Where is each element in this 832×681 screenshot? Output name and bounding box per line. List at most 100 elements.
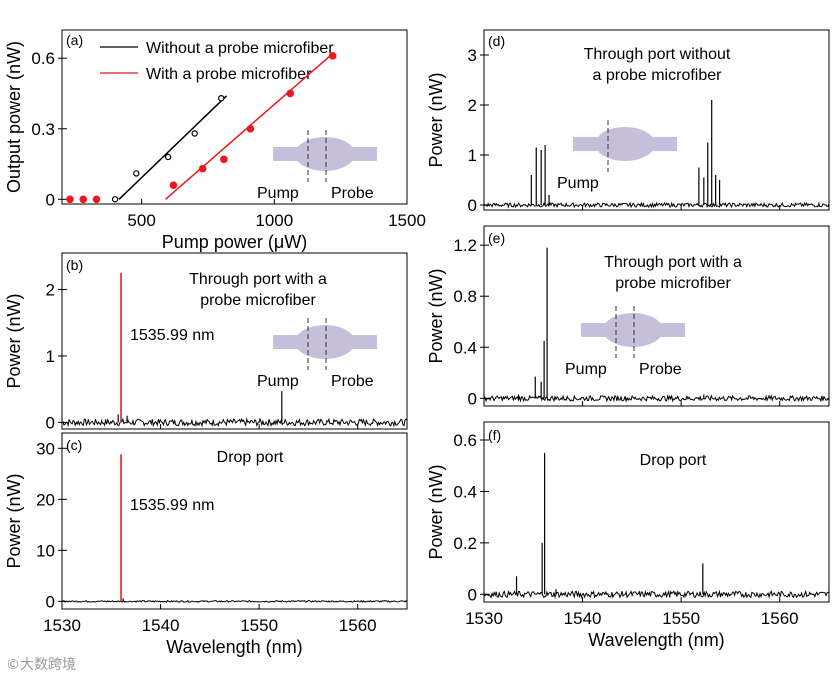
panel-letter: (c) xyxy=(66,437,82,453)
y-axis-title: Power (nW) xyxy=(426,72,446,167)
panel-title: probe microfiber xyxy=(615,275,731,292)
data-point xyxy=(218,94,225,102)
axes-frame xyxy=(483,421,830,603)
legend-label: With a probe microfiber xyxy=(146,66,312,83)
y-tick-label: 0 xyxy=(468,585,477,604)
data-point xyxy=(328,52,337,60)
axes-frame xyxy=(61,432,408,610)
y-tick-label: 0.6 xyxy=(31,49,55,68)
y-tick-label: 0.6 xyxy=(453,431,477,450)
axes-frame xyxy=(483,225,830,407)
pump-label: Pump xyxy=(257,185,299,202)
panel-b: 0 1 2 Power (nW) (b) Through port with a probe… xyxy=(4,252,408,432)
probe-label: Probe xyxy=(639,361,682,378)
panel-title: Drop port xyxy=(640,452,707,469)
panel-title: Through port with a xyxy=(604,254,742,271)
y-axis-title: Power (nW) xyxy=(4,473,24,568)
panel-letter: (f) xyxy=(488,427,501,443)
panel-title: Through port without xyxy=(584,46,731,63)
y-axis-title: Power (nW) xyxy=(426,464,446,559)
y-tick-label: 0.4 xyxy=(453,482,477,501)
axes-frame xyxy=(483,29,830,211)
y-tick-label: 10 xyxy=(36,541,55,560)
y-tick-label: 30 xyxy=(36,439,55,458)
panel-c: 0 10 20 30 1530 1540 1550 1560 Power (nW) Wavelen… xyxy=(4,432,408,657)
series-with-a-probe-microfiber xyxy=(66,52,337,204)
data-point xyxy=(198,164,207,173)
panel-letter: (b) xyxy=(66,257,83,273)
x-axis-title: Pump power (μW) xyxy=(162,232,307,252)
panel-title: Drop port xyxy=(217,449,284,466)
panel-e: 0 0.4 0.8 1.2 Power (nW) (e) Through port with… xyxy=(426,225,830,408)
x-axis-title: Wavelength (nm) xyxy=(588,630,724,650)
panel-f: 0 0.2 0.4 0.6 1530 1540 1550 1560 Power (nW) Wave… xyxy=(426,421,830,650)
wavelength-annotation: 1535.99 nm xyxy=(130,497,215,514)
panel-title: a probe microfiber xyxy=(593,67,723,84)
y-tick-label: 0 xyxy=(46,413,55,432)
x-tick-label: 1560 xyxy=(339,616,377,635)
y-tick-label: 1 xyxy=(468,146,477,165)
y-tick-label: 0.8 xyxy=(453,287,477,306)
x-axis-title: Wavelength (nm) xyxy=(166,637,302,657)
data-point xyxy=(220,155,228,164)
y-tick-label: 3 xyxy=(468,46,477,65)
x-tick-label: 1500 xyxy=(388,211,426,230)
inset-schematic: Probe Pump xyxy=(257,130,377,202)
panel-title: Through port with a xyxy=(189,271,327,288)
x-tick-label: 1550 xyxy=(662,609,700,628)
data-point xyxy=(246,124,255,133)
data-point xyxy=(191,130,198,137)
spectrum-baseline xyxy=(483,589,830,599)
x-tick-label: 500 xyxy=(127,211,155,230)
wavelength-annotation: 1535.99 nm xyxy=(130,327,215,344)
panel-d: 0 1 2 3 Power (nW) (d) Through port without a p… xyxy=(426,29,830,215)
spectrum-baseline xyxy=(483,393,830,403)
legend-label: Without a probe microfiber xyxy=(146,40,334,57)
pump-label: Pump xyxy=(557,175,599,192)
y-axis-title: Output power (nW) xyxy=(4,41,24,193)
data-point xyxy=(111,196,119,203)
y-tick-label: 1.2 xyxy=(453,236,477,255)
y-tick-label: 2 xyxy=(46,281,55,300)
probe-label: Probe xyxy=(331,185,374,202)
data-point xyxy=(92,195,101,204)
axes-frame xyxy=(61,252,408,430)
panel-a: 0 0.3 0.6 500 1000 1500 Output power (nW) Pump … xyxy=(4,29,426,252)
inset-schematic: Probe Pump xyxy=(257,318,377,390)
microresonator-ellipse xyxy=(603,313,663,347)
data-point xyxy=(79,195,88,204)
x-tick-label: 1000 xyxy=(255,211,293,230)
axes-frame xyxy=(61,29,408,205)
data-point xyxy=(169,181,178,189)
data-point xyxy=(66,195,74,204)
y-axis-title: Power (nW) xyxy=(426,268,446,363)
panel-title: probe microfiber xyxy=(200,292,316,309)
watermark: ©大数跨境 xyxy=(6,657,76,673)
y-axis-title: Power (nW) xyxy=(4,293,24,388)
panel-letter: (e) xyxy=(488,230,505,246)
y-tick-label: 0.2 xyxy=(453,534,477,553)
y-tick-label: 0.3 xyxy=(31,120,55,139)
x-tick-label: 1530 xyxy=(465,609,503,628)
y-tick-label: 0 xyxy=(468,389,477,408)
fit-line xyxy=(118,95,228,200)
pump-label: Pump xyxy=(257,373,299,390)
y-tick-label: 1 xyxy=(46,347,55,366)
spectrum-baseline xyxy=(61,599,408,603)
series-without-a-probe-microfiber xyxy=(66,94,228,203)
x-tick-label: 1540 xyxy=(564,609,602,628)
y-tick-label: 20 xyxy=(36,490,55,509)
microresonator-ellipse xyxy=(295,137,355,171)
y-tick-label: 0.4 xyxy=(453,338,477,357)
inset-schematic: Probe Pump xyxy=(565,306,685,378)
x-tick-label: 1550 xyxy=(240,616,278,635)
data-point xyxy=(164,153,172,161)
y-tick-label: 0 xyxy=(46,190,55,209)
panel-letter: (d) xyxy=(488,33,505,49)
x-tick-label: 1540 xyxy=(142,616,180,635)
spectrum-baseline xyxy=(483,201,830,209)
microresonator-ellipse xyxy=(295,325,355,359)
x-tick-label: 1560 xyxy=(761,609,799,628)
data-point xyxy=(133,170,140,177)
